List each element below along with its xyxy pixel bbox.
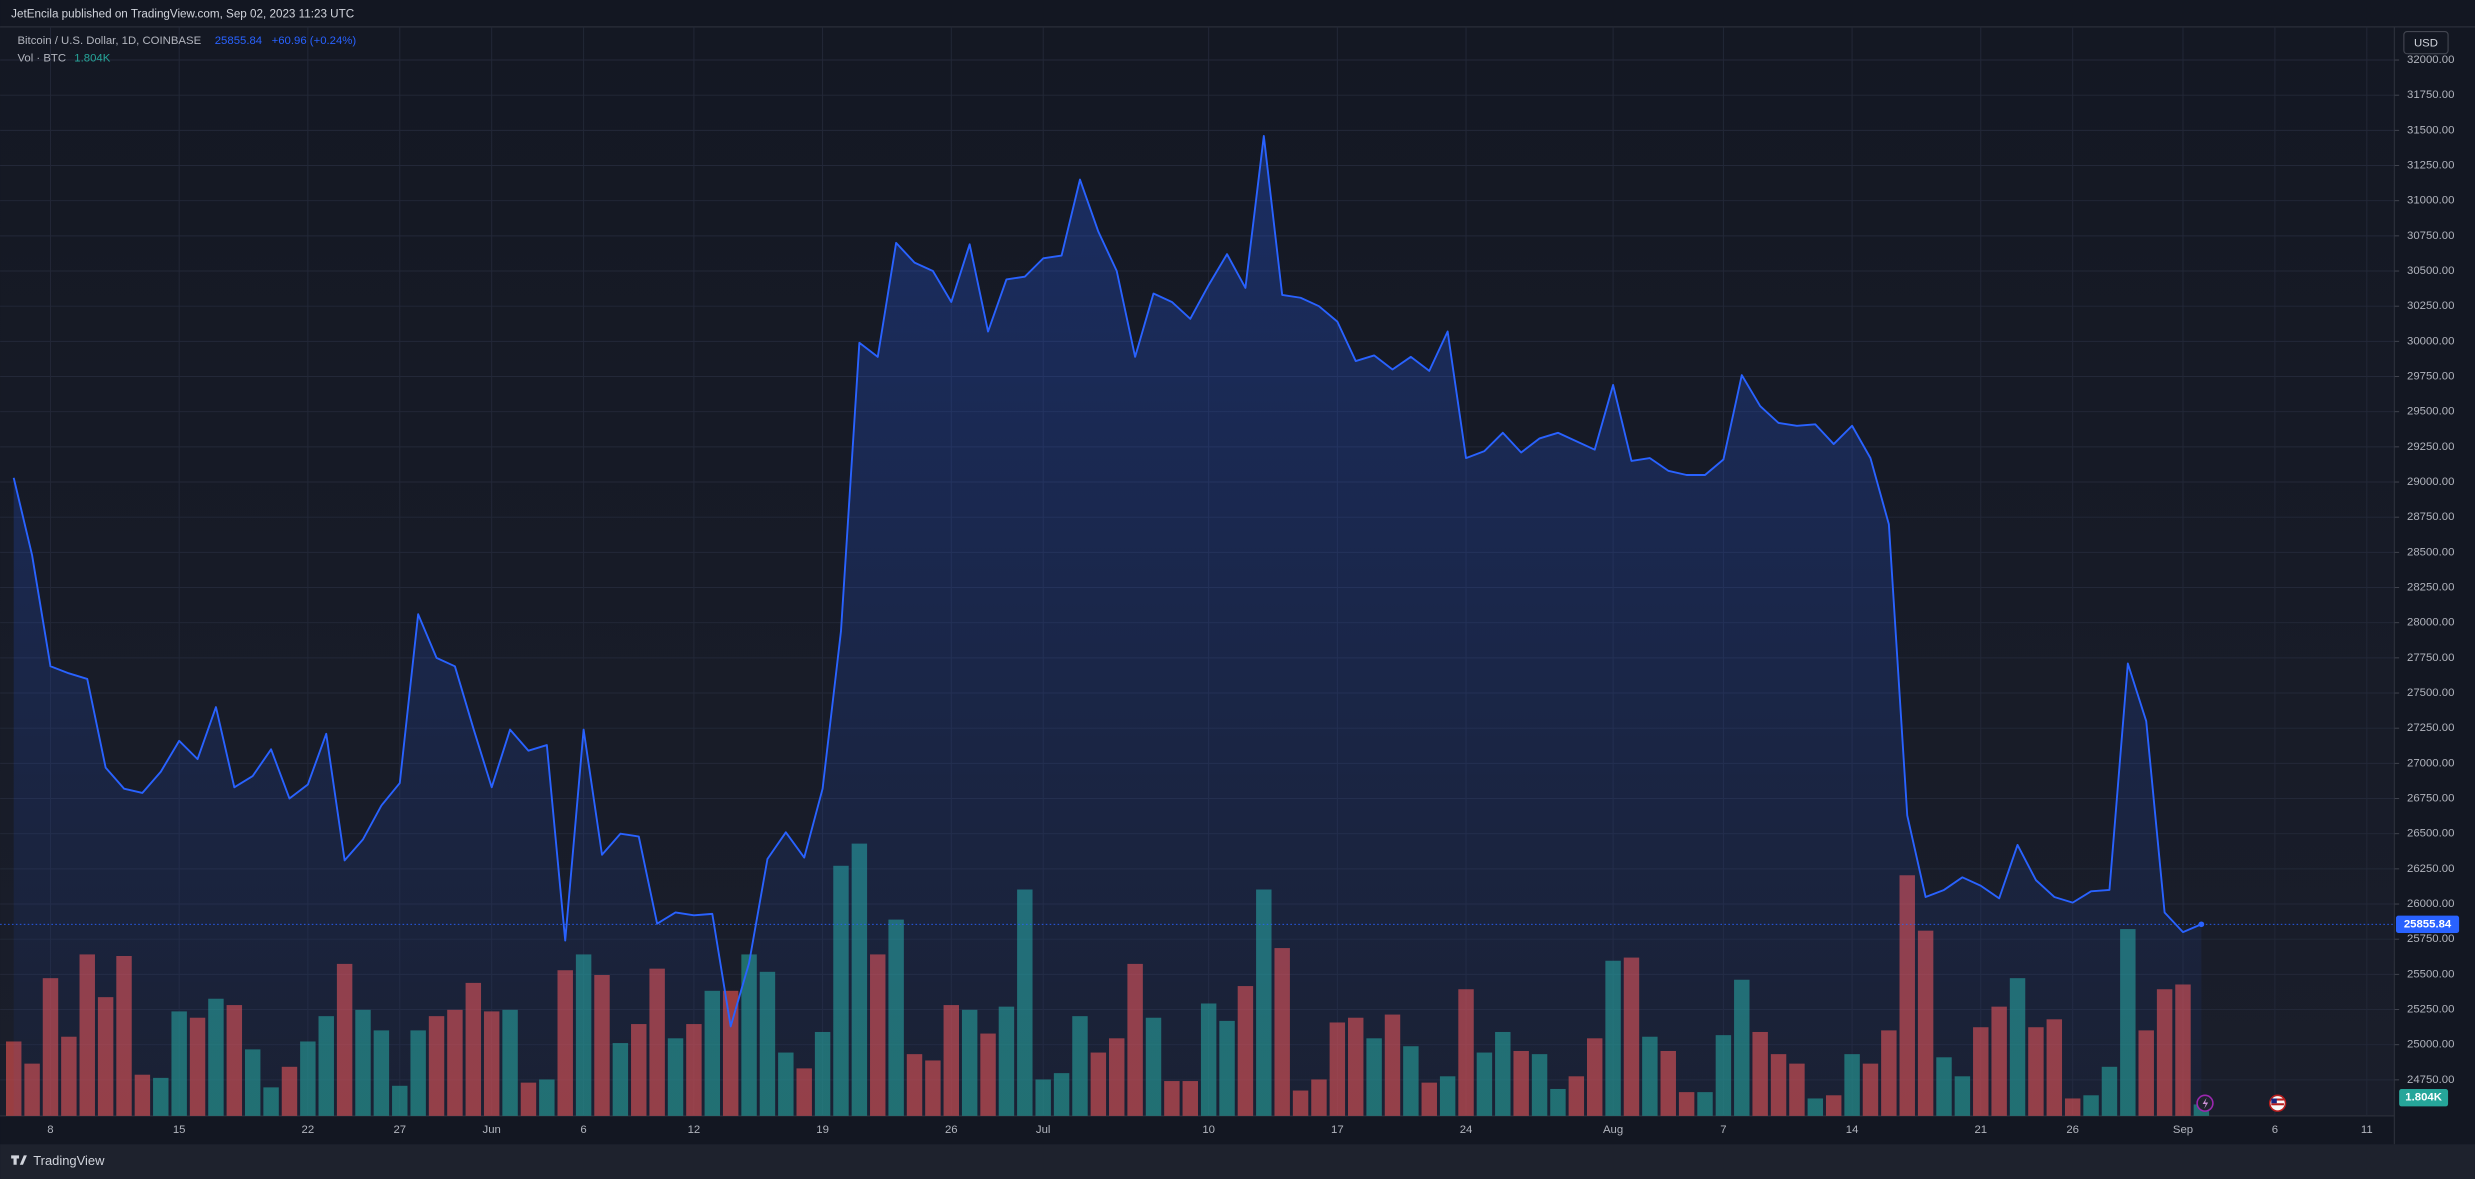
y-tick-label: 31750.00 (2407, 89, 2454, 101)
y-tick-label: 30500.00 (2407, 265, 2454, 277)
event-icons (2196, 1094, 2287, 1112)
y-tick-label: 27000.00 (2407, 757, 2454, 769)
y-tick-label: 28250.00 (2407, 582, 2454, 594)
x-tick-label: 12 (688, 1124, 701, 1136)
y-tick-label: 25250.00 (2407, 1004, 2454, 1016)
y-tick-label: 26750.00 (2407, 793, 2454, 805)
footer (0, 1144, 2475, 1179)
y-tick-label: 25750.00 (2407, 933, 2454, 945)
volume-badge-label: 1.804K (2405, 1092, 2442, 1104)
last-price-badge (2395, 915, 2460, 933)
legend-last-price: 25855.84 (215, 35, 262, 47)
currency-button[interactable] (2403, 31, 2449, 55)
y-tick-label: 26500.00 (2407, 828, 2454, 840)
x-tick-label: 15 (173, 1124, 186, 1136)
marks: 24750.00 25000.00 25250.00 25500.00 25750.00… (0, 26, 2460, 1136)
x-tick-label: Jul (1036, 1124, 1051, 1136)
x-tick-label: Jun (483, 1124, 501, 1136)
y-tick-label: 30250.00 (2407, 300, 2454, 312)
legend-volume: Vol · BTC (17, 52, 66, 64)
y-tick-label: 25500.00 (2407, 968, 2454, 980)
x-tick-label: 7 (1720, 1124, 1726, 1136)
currency[interactable]: USD (2414, 37, 2438, 49)
legend-symbol: Bitcoin / U.S. Dollar, 1D, COINBASE (17, 35, 201, 47)
y-tick-label: 29000.00 (2407, 476, 2454, 488)
y-tick-label: 29500.00 (2407, 406, 2454, 418)
x-tick-label: 6 (580, 1124, 586, 1136)
x-tick-label: 27 (393, 1124, 406, 1136)
y-tick-label: 30000.00 (2407, 335, 2454, 347)
y-tick-label: 25000.00 (2407, 1039, 2454, 1051)
y-tick-label: 26250.00 (2407, 863, 2454, 875)
x-tick-label: 8 (47, 1124, 53, 1136)
y-tick-label: 31000.00 (2407, 195, 2454, 207)
x-tick-label: 11 (2361, 1124, 2373, 1136)
x-tick-label: 21 (1974, 1124, 1987, 1136)
y-tick-label: 24750.00 (2407, 1074, 2454, 1086)
x-tick-label: 19 (816, 1124, 829, 1136)
y-tick-label: 28750.00 (2407, 511, 2454, 523)
x-tick-label: 14 (1846, 1124, 1859, 1136)
y-tick-label: 28500.00 (2407, 546, 2454, 558)
y-tick-label: 27250.00 (2407, 722, 2454, 734)
x-tick-label: 6 (2272, 1124, 2278, 1136)
x-tick-label: 10 (1202, 1124, 1215, 1136)
legend-change: +60.96 (+0.24%) (272, 35, 357, 47)
x-tick-label: 26 (2066, 1124, 2079, 1136)
area-fill (13, 135, 2202, 1116)
x-tick-label: 26 (945, 1124, 958, 1136)
last-point (2198, 921, 2205, 928)
x-tick-label: 17 (1331, 1124, 1344, 1136)
volume-badge (2399, 1089, 2449, 1107)
footer-brand: TradingView (33, 1153, 105, 1168)
y-tick-label: 29750.00 (2407, 371, 2454, 383)
price-line (12, 135, 2202, 1028)
y-tick-label: 31250.00 (2407, 160, 2454, 172)
x-tick-label: Sep (2173, 1124, 2193, 1136)
y-tick-label: 27750.00 (2407, 652, 2454, 664)
y-tick-label: 30750.00 (2407, 230, 2454, 242)
x-tick-label: Aug (1603, 1124, 1623, 1136)
publisher: JetEncila published on TradingView.com, … (11, 7, 354, 20)
x-tick-label: 24 (1460, 1124, 1473, 1136)
footer-logo (11, 1155, 27, 1165)
last-price-label: 25855.84 (2404, 918, 2452, 930)
y-tick-label: 27500.00 (2407, 687, 2454, 699)
y-tick-label: 28000.00 (2407, 617, 2454, 629)
legend-volume-value: 1.804K (74, 52, 110, 64)
y-tick-label: 26000.00 (2407, 898, 2454, 910)
y-tick-label: 29250.00 (2407, 441, 2454, 453)
y-tick-label: 31500.00 (2407, 124, 2454, 136)
y-tick-label: 32000.00 (2407, 54, 2454, 66)
x-tick-label: 22 (302, 1124, 315, 1136)
